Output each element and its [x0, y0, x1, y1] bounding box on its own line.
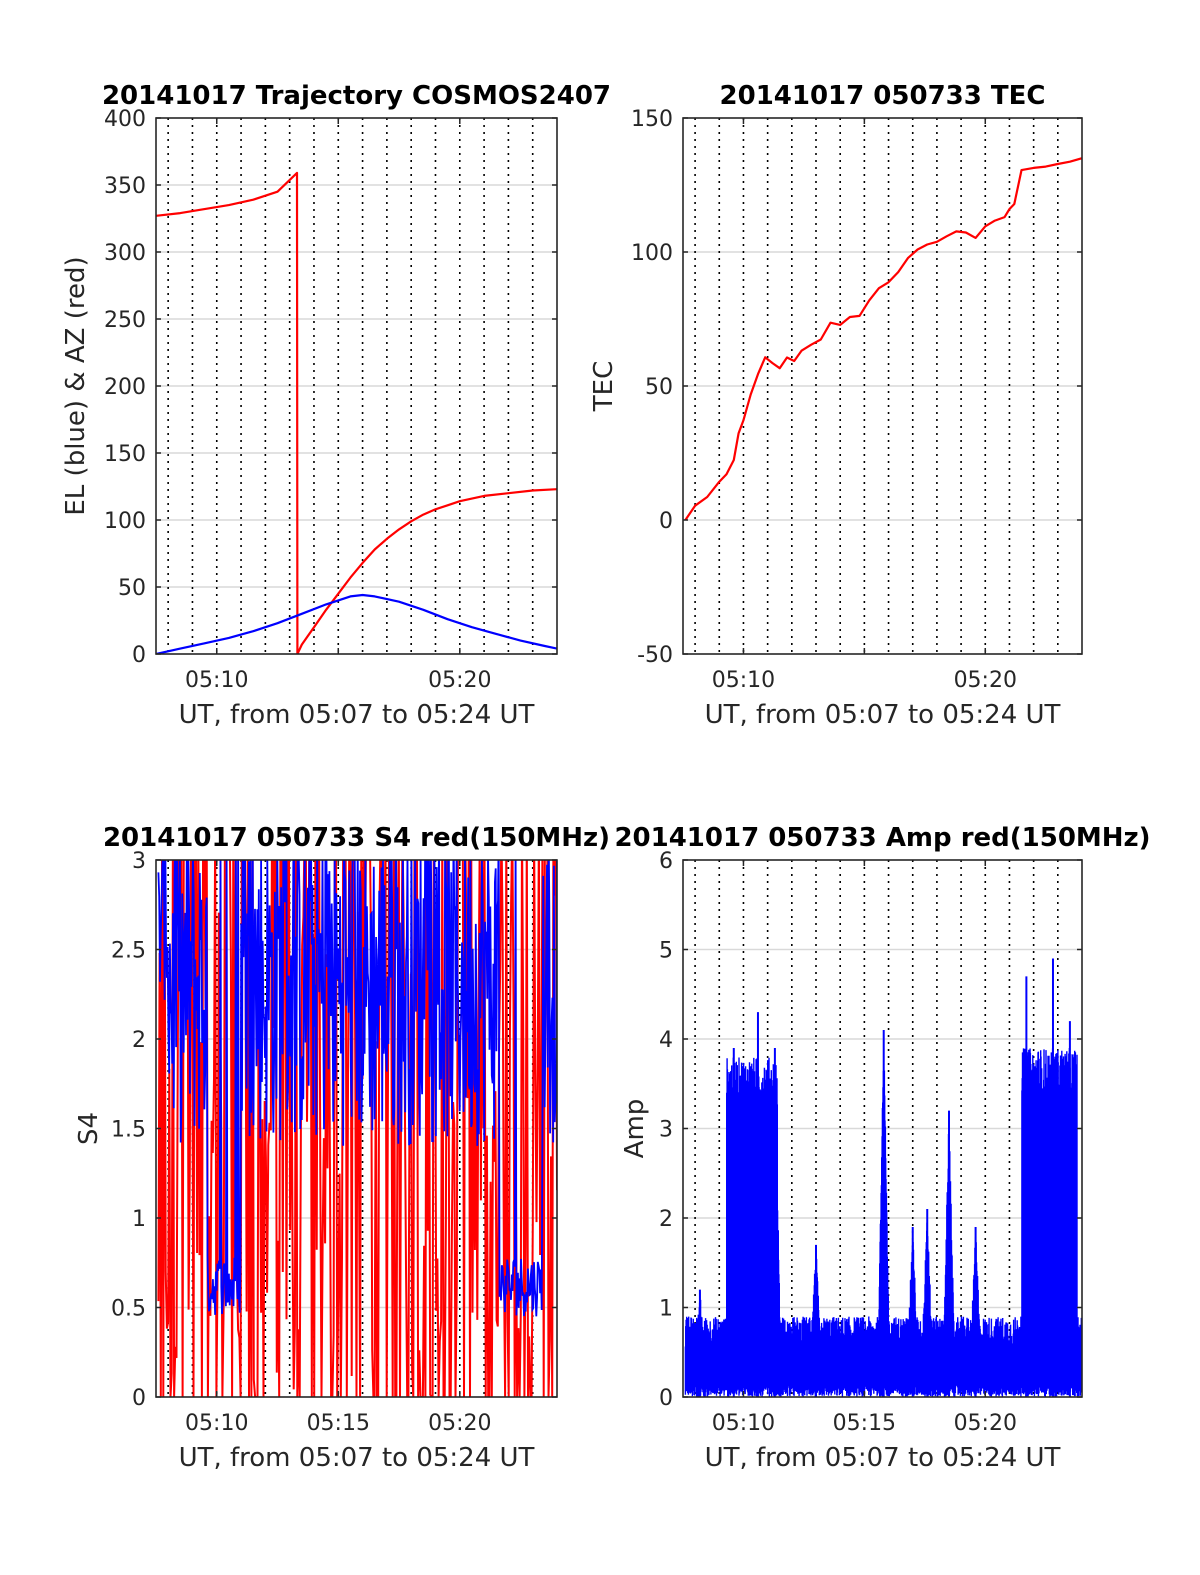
y-tick-label: 350 — [104, 174, 146, 199]
x-tick-label: 05:15 — [833, 1411, 896, 1436]
y-axis-label: Amp — [620, 1099, 650, 1159]
x-tick-label: 05:20 — [954, 668, 1017, 693]
x-tick-label: 05:20 — [428, 1411, 491, 1436]
chart-title: 20141017 050733 S4 red(150MHz) — [103, 823, 610, 853]
x-tick-label: 05:10 — [712, 668, 775, 693]
y-tick-label: 250 — [104, 308, 146, 333]
chart-1: 0 50 100 150 200 250 300 350 400 05:10 05:20 UT, fr… — [61, 81, 611, 730]
plot-area — [684, 157, 1082, 521]
series-line-1 — [684, 157, 1082, 521]
series-line-2 — [156, 593, 557, 654]
y-tick-label: 3 — [132, 849, 146, 874]
chart-3: 0 0.5 1 1.5 2 2.5 3 05:10 05:15 05:20 UT, from 05:… — [74, 823, 610, 1473]
x-tick-label: 05:20 — [954, 1411, 1017, 1436]
plot-area — [684, 958, 1082, 1397]
x-axis-label: UT, from 05:07 to 05:24 UT — [705, 700, 1061, 730]
x-tick-label: 05:15 — [307, 1411, 370, 1436]
y-tick-label: 0 — [659, 1386, 673, 1411]
y-tick-label: -50 — [637, 643, 673, 668]
y-tick-label: 5 — [659, 939, 673, 964]
y-tick-label: 2 — [132, 1028, 146, 1053]
y-tick-label: 100 — [631, 241, 673, 266]
y-axis-label: TEC — [589, 361, 619, 412]
plot-area — [156, 171, 557, 654]
x-axis-label: UT, from 05:07 to 05:24 UT — [179, 700, 535, 730]
y-axis-label: S4 — [74, 1112, 104, 1145]
y-tick-label: 150 — [631, 107, 673, 132]
x-axis-label: UT, from 05:07 to 05:24 UT — [179, 1443, 535, 1473]
chart-title: 20141017 050733 Amp red(150MHz) — [614, 823, 1150, 853]
y-tick-label: 100 — [104, 509, 146, 534]
series-line-1 — [156, 171, 557, 654]
series-line-2 — [157, 860, 557, 1317]
chart-4: 0 1 2 3 4 5 6 05:10 05:15 05:20 UT, from 05:07 to … — [614, 823, 1150, 1473]
y-tick-label: 0 — [659, 509, 673, 534]
x-tick-label: 05:10 — [712, 1411, 775, 1436]
y-tick-label: 150 — [104, 442, 146, 467]
x-tick-label: 05:10 — [185, 668, 248, 693]
y-tick-label: 200 — [104, 375, 146, 400]
y-tick-label: 400 — [104, 107, 146, 132]
chart-title: 20141017 050733 TEC — [720, 81, 1046, 111]
y-tick-label: 300 — [104, 241, 146, 266]
plot-area — [157, 860, 557, 1397]
y-tick-label: 0.5 — [111, 1297, 146, 1322]
y-axis-label: EL (blue) & AZ (red) — [61, 256, 91, 515]
y-tick-label: 1 — [659, 1297, 673, 1322]
y-tick-label: 2 — [659, 1207, 673, 1232]
x-tick-label: 05:20 — [428, 668, 491, 693]
y-tick-label: 4 — [659, 1028, 673, 1053]
y-tick-label: 50 — [118, 576, 146, 601]
x-tick-label: 05:10 — [185, 1411, 248, 1436]
y-tick-label: 2.5 — [111, 939, 146, 964]
y-tick-label: 0 — [132, 1386, 146, 1411]
y-tick-label: 3 — [659, 1118, 673, 1143]
y-tick-label: 1 — [132, 1207, 146, 1232]
y-tick-label: 1.5 — [111, 1118, 146, 1143]
y-tick-label: 50 — [645, 375, 673, 400]
x-axis-label: UT, from 05:07 to 05:24 UT — [705, 1443, 1061, 1473]
chart-title: 20141017 Trajectory COSMOS2407 — [102, 81, 611, 111]
chart-2: -50 0 50 100 150 05:10 05:20 UT, from 05:07 to … — [589, 81, 1083, 730]
y-tick-label: 0 — [132, 643, 146, 668]
y-tick-label: 6 — [659, 849, 673, 874]
